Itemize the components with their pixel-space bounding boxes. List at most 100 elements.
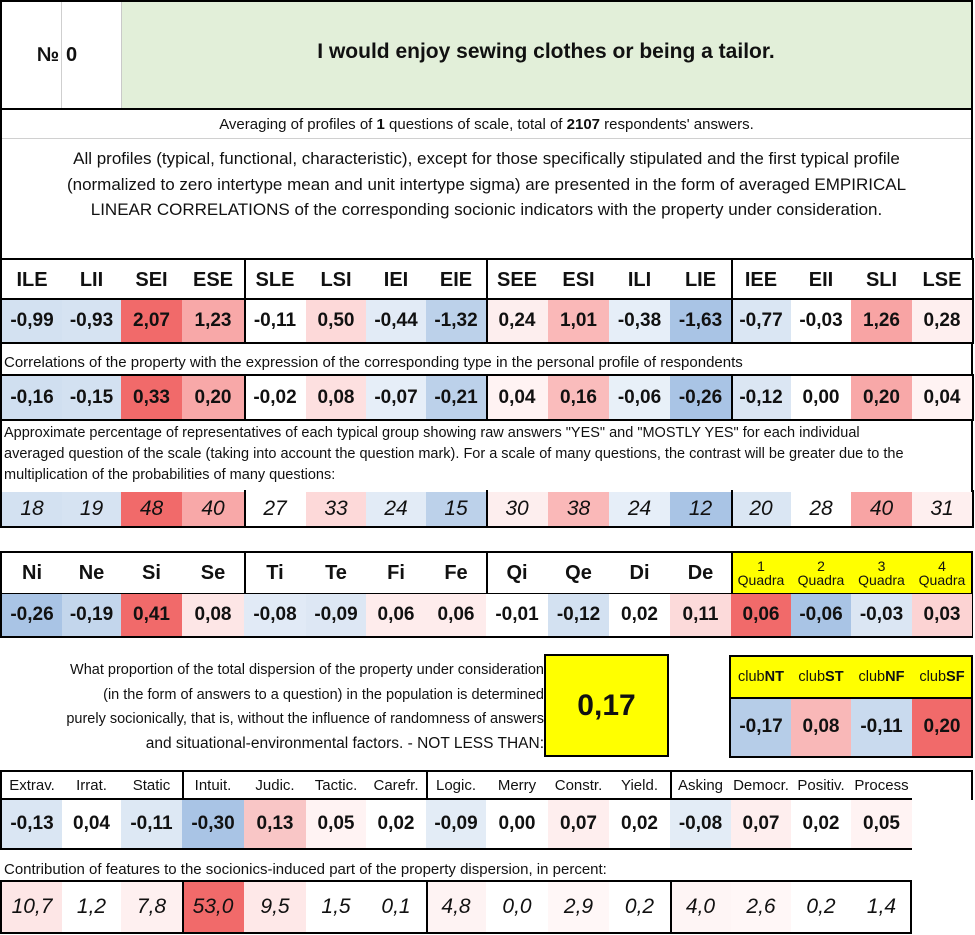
club-name-3: SF — [946, 669, 965, 685]
trait-contrib-14: 1,4 — [851, 882, 912, 932]
dispersion-line-4: and situational-environmental factors. -… — [145, 734, 544, 752]
type-profile-13: -0,03 — [791, 300, 851, 342]
type-pct-14: 40 — [851, 492, 912, 526]
type-pct-13: 28 — [791, 492, 851, 526]
trait-value-13: 0,02 — [791, 800, 851, 848]
function-header-8: Qi — [506, 561, 528, 584]
club-value-3: 0,20 — [912, 698, 972, 756]
quadra-number-3: 4 — [938, 558, 946, 574]
question-banner — [121, 2, 971, 108]
contrib-divider-1 — [182, 880, 184, 934]
function-value-0: -0,26 — [2, 594, 62, 636]
type-profile-3: 1,23 — [182, 300, 244, 342]
type-pct-divider-0 — [0, 490, 2, 528]
summary-line: Averaging of profiles of 1 questions of … — [0, 112, 973, 136]
type-pct-divider-3 — [972, 490, 974, 528]
trait-header-0: Extrav. — [9, 776, 55, 794]
summary-respondents: 2107 — [566, 115, 601, 133]
quadra-value-3: 0,03 — [912, 594, 972, 636]
type-corr-9: 0,16 — [548, 376, 609, 419]
trait-header-10: Yield. — [621, 776, 658, 794]
club-name-2: NF — [885, 669, 905, 685]
type-header-divider-2 — [731, 258, 733, 302]
club-name-1: ST — [825, 669, 844, 685]
quadra-value-0: 0,06 — [731, 594, 791, 636]
traits-divider-0 — [0, 770, 2, 850]
club-value-2: -0,11 — [851, 698, 912, 756]
type-pct-11: 12 — [670, 492, 731, 526]
type-profile-4: -0,11 — [244, 300, 306, 342]
clubs-mid-border — [729, 697, 973, 699]
type-profile-6: -0,44 — [366, 300, 426, 342]
type-profile-divider-0 — [0, 298, 2, 344]
trait-header-9: Constr. — [554, 776, 603, 794]
club-header-1: club ST — [791, 657, 851, 697]
summary-pre: Averaging of profiles of — [219, 115, 377, 133]
contrib-right-edge — [910, 880, 912, 934]
function-value-7: 0,06 — [426, 594, 486, 636]
type-corr-10: -0,06 — [609, 376, 670, 419]
pct-caption-line-1: Approximate percentage of representative… — [4, 425, 860, 441]
type-profile-divider-mid — [244, 298, 246, 344]
type-corr-divider-2 — [731, 374, 733, 421]
type-pct-8: 30 — [486, 492, 548, 526]
description-line-1: All profiles (typical, functional, chara… — [73, 149, 900, 168]
type-header-5: LSI — [320, 268, 352, 291]
type-header-4: SLE — [255, 268, 295, 291]
header-box — [0, 0, 973, 110]
type-header-8: SEE — [496, 268, 538, 291]
club-prefix-3: club — [919, 669, 947, 685]
types-left-edge — [0, 342, 2, 520]
type-header-divider-3 — [972, 258, 974, 302]
function-header-4: Ti — [266, 561, 284, 584]
trait-contrib-8: 0,0 — [486, 882, 548, 932]
type-pct-10: 24 — [609, 492, 670, 526]
function-header-0: Ni — [22, 561, 42, 584]
number-value: 0 — [66, 43, 78, 66]
type-corr-divider-mid — [244, 374, 246, 421]
type-profile-10: -0,38 — [609, 300, 670, 342]
function-header-7: Fe — [444, 561, 468, 584]
dispersion-line-3: purely socionically, that is, without th… — [66, 711, 544, 727]
type-pct-2: 48 — [121, 492, 182, 526]
type-corr-15: 0,04 — [912, 376, 972, 419]
function-value-11: 0,11 — [670, 594, 731, 636]
type-pct-5: 33 — [306, 492, 366, 526]
type-profile-11: -1,63 — [670, 300, 731, 342]
trait-contrib-1: 1,2 — [62, 882, 121, 932]
type-pct-divider-mid — [244, 490, 246, 528]
trait-value-9: 0,07 — [548, 800, 609, 848]
clubs-left-border — [729, 655, 731, 758]
function-value-5: -0,09 — [306, 594, 366, 636]
contrib-divider-2 — [426, 880, 428, 934]
dispersion-line-2: (in the form of answers to a question) i… — [103, 686, 544, 703]
type-profile-divider-2 — [731, 298, 733, 344]
function-header-6: Fi — [387, 561, 405, 584]
type-pct-0: 18 — [2, 492, 62, 526]
club-header-0: club NT — [731, 657, 791, 697]
trait-value-2: -0,11 — [121, 800, 182, 848]
type-corr-2: 0,33 — [121, 376, 182, 419]
pct-caption-line-3: multiplication of the probabilities of m… — [4, 467, 336, 483]
type-header-7: EIE — [439, 268, 473, 291]
trait-contrib-3: 53,0 — [182, 882, 244, 932]
clubs-bottom-border — [729, 756, 973, 758]
type-header-2: SEI — [135, 268, 168, 291]
trait-header-11: Asking — [677, 776, 724, 794]
trait-header-4: Judic. — [255, 776, 295, 794]
club-name-0: NT — [764, 669, 784, 685]
type-header-3: ESE — [192, 268, 234, 291]
type-profile-8: 0,24 — [486, 300, 548, 342]
type-corr-1: -0,15 — [62, 376, 121, 419]
function-value-2: 0,41 — [121, 594, 182, 636]
description-box — [0, 108, 973, 260]
quadra-number-1: 2 — [817, 558, 825, 574]
type-corr-3: 0,20 — [182, 376, 244, 419]
quadra-header-0: 1 Quadra — [731, 553, 791, 593]
trait-value-8: 0,00 — [486, 800, 548, 848]
traits-value-border — [0, 848, 912, 850]
type-pct-4: 27 — [244, 492, 306, 526]
type-profile-12: -0,77 — [731, 300, 791, 342]
type-header-15: LSE — [922, 268, 962, 291]
quadra-value-2: -0,03 — [851, 594, 912, 636]
